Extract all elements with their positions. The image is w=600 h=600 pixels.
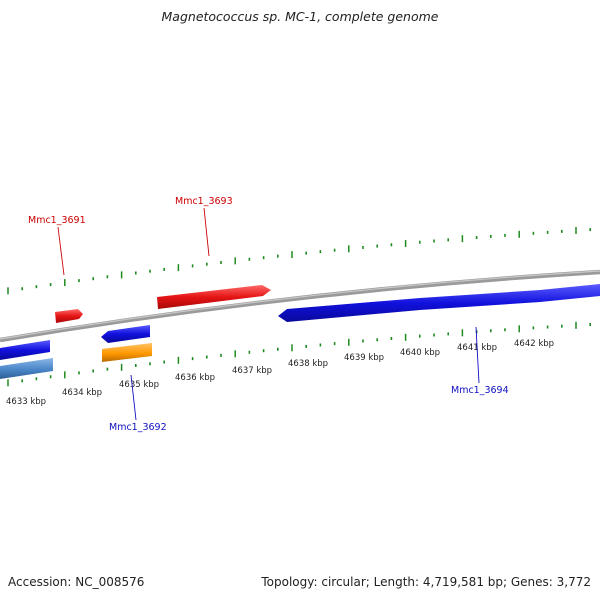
scale-label: 4635 kbp xyxy=(119,380,159,390)
reverse-scale-ticks xyxy=(7,321,592,387)
gene-other[interactable] xyxy=(0,358,53,379)
gene-mmc1-3694[interactable] xyxy=(278,284,600,322)
genome-summary-text: Topology: circular; Length: 4,719,581 bp… xyxy=(261,575,591,589)
leader-mmc1-3692 xyxy=(130,374,137,421)
map-title: Magnetococcus sp. MC-1, complete genome xyxy=(161,9,439,24)
gene-label-mmc1-3692[interactable]: Mmc1_3692 xyxy=(109,422,167,433)
scale-label: 4639 kbp xyxy=(344,353,384,363)
scale-label: 4637 kbp xyxy=(232,366,272,376)
gene-label-mmc1-3691[interactable]: Mmc1_3691 xyxy=(28,215,86,226)
scale-labels: 4633 kbp 4634 kbp 4635 kbp 4636 kbp 4637… xyxy=(6,339,554,407)
gene-mmc1-3691[interactable] xyxy=(55,309,83,323)
gene-rna[interactable] xyxy=(102,343,152,362)
genome-backbone xyxy=(0,269,600,343)
accession-text: Accession: NC_008576 xyxy=(8,575,145,589)
scale-label: 4640 kbp xyxy=(400,348,440,358)
scale-label: 4642 kbp xyxy=(514,339,554,349)
gene-label-mmc1-3694[interactable]: Mmc1_3694 xyxy=(451,385,509,396)
gene-left-reverse[interactable] xyxy=(0,340,50,360)
genome-backbone-highlight xyxy=(0,270,600,340)
leader-mmc1-3693 xyxy=(203,207,210,257)
leader-mmc1-3691 xyxy=(57,226,65,276)
scale-label: 4636 kbp xyxy=(175,373,215,383)
leader-mmc1-3694 xyxy=(475,326,480,384)
gene-mmc1-3693[interactable] xyxy=(157,285,271,309)
scale-label: 4634 kbp xyxy=(62,388,102,398)
gene-mmc1-3692[interactable] xyxy=(101,325,150,343)
scale-label: 4633 kbp xyxy=(6,397,46,407)
scale-label: 4638 kbp xyxy=(288,359,328,369)
gene-label-mmc1-3693[interactable]: Mmc1_3693 xyxy=(175,196,233,207)
forward-scale-ticks xyxy=(7,226,592,295)
